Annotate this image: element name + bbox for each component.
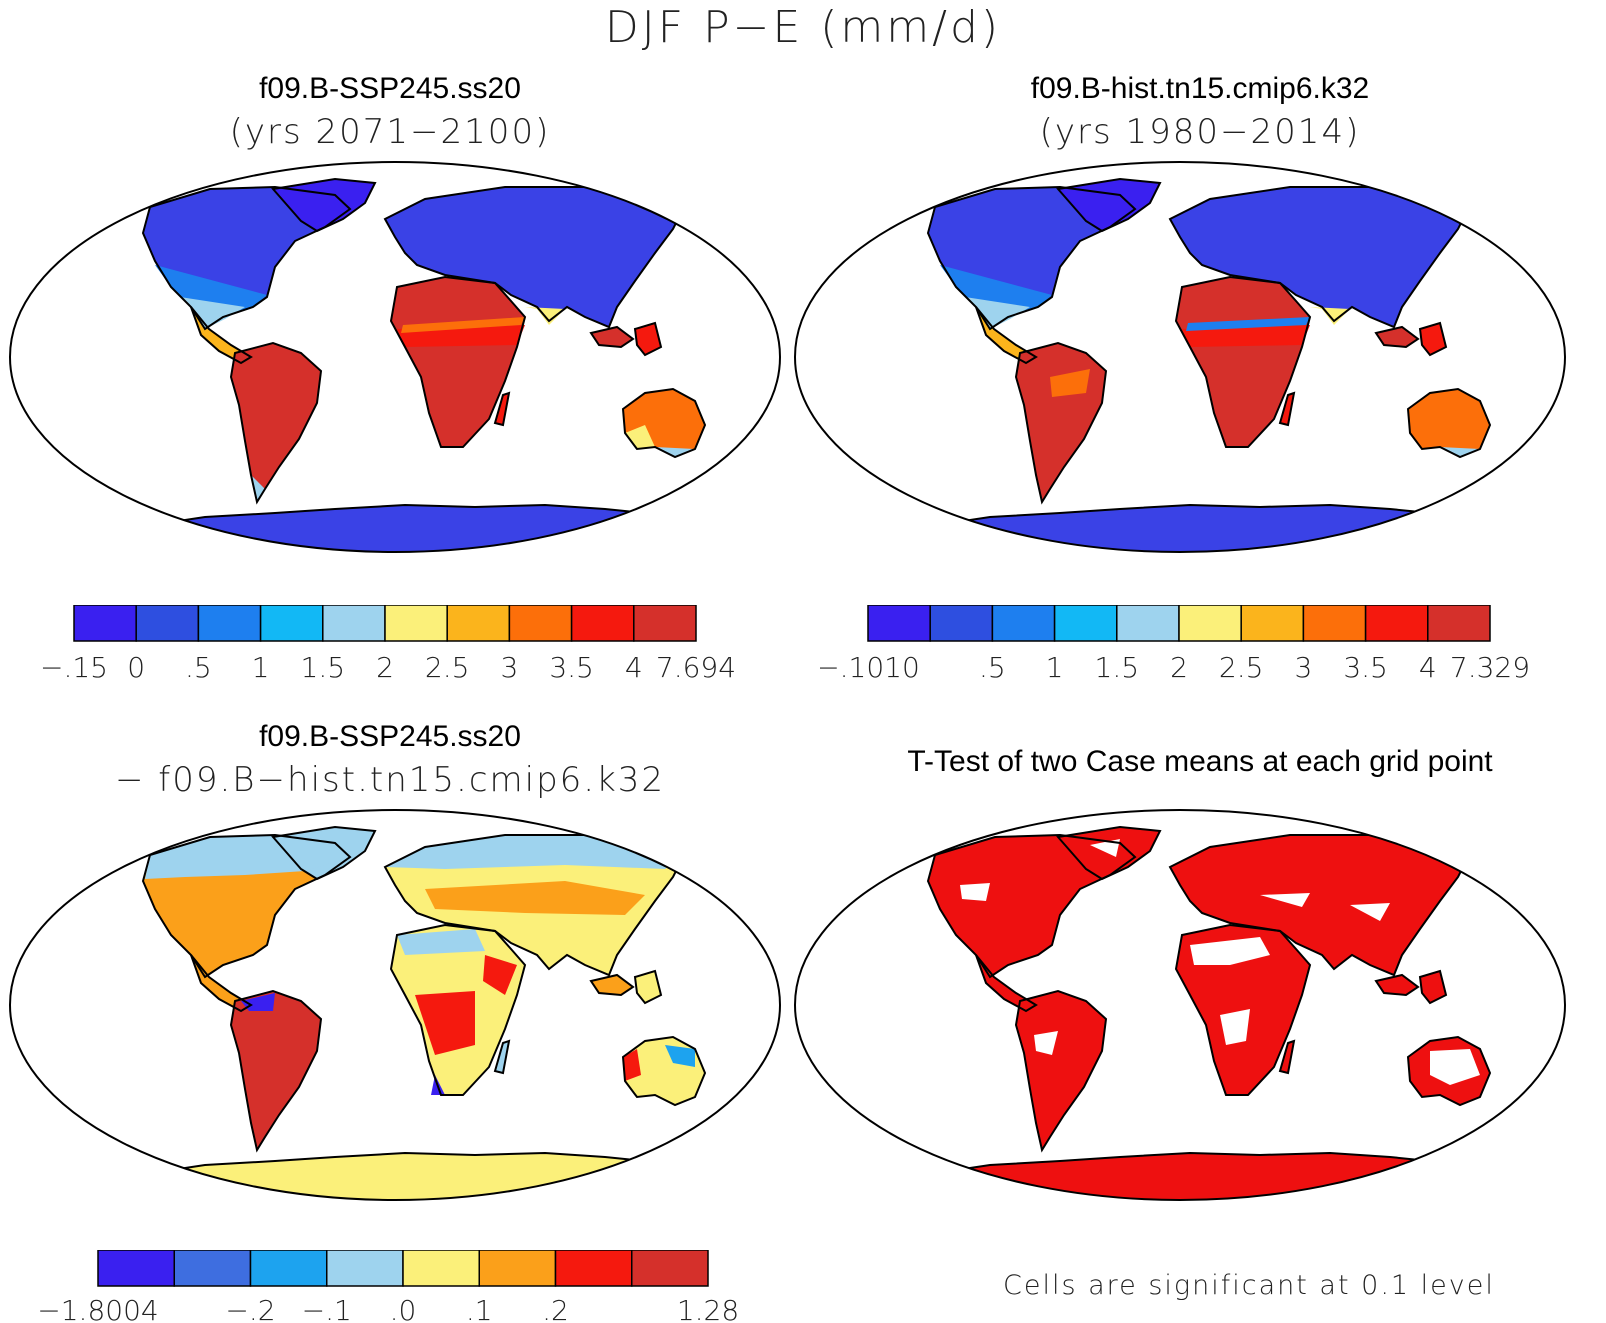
colorbar-tick-label: −.1 <box>302 1294 352 1323</box>
colorbar-swatch <box>322 605 386 642</box>
figure-title: DJF P−E (mm/d) <box>604 2 1002 53</box>
colorbar-tick-label: 3.5 <box>549 651 594 684</box>
panel-3-colorbar: −1.8004 −.2 −.1 .0 .1 .2 1.28 <box>37 1250 739 1323</box>
colorbar-tick-label: .2 <box>542 1294 569 1323</box>
colorbar-swatch <box>173 1250 252 1287</box>
colorbar-tick-label: .1 <box>466 1294 493 1323</box>
colorbar-swatch <box>259 605 324 642</box>
significance-note: Cells are significant at 0.1 level <box>1003 1270 1495 1301</box>
colorbar-swatch <box>97 1250 175 1287</box>
colorbar-swatch <box>197 605 262 642</box>
colorbar-swatch <box>73 605 137 642</box>
colorbar-swatch <box>631 1250 709 1287</box>
colorbar-tick-label: .0 <box>390 1294 417 1323</box>
colorbar-tick-label: 4 <box>1419 651 1437 684</box>
colorbar-swatch <box>929 605 994 642</box>
colorbar-swatch <box>478 1250 557 1287</box>
panel-1-colorbar: −.15 0 .5 1 1.5 2 2.5 3 3.5 4 7.694 <box>40 605 736 684</box>
colorbar-tick-label: .5 <box>185 651 212 684</box>
colorbar-tick-label: 3.5 <box>1343 651 1388 684</box>
colorbar-swatch <box>1302 605 1367 642</box>
colorbar-swatch <box>1240 605 1305 642</box>
colorbar-swatch <box>1053 605 1118 642</box>
colorbar-swatch <box>446 605 511 642</box>
colorbar-tick-label: 2.5 <box>1219 651 1264 684</box>
colorbar-tick-label: −.2 <box>225 1294 275 1323</box>
colorbar-tick-label: −1.8004 <box>37 1294 158 1323</box>
colorbar-swatch <box>554 1250 633 1287</box>
colorbar-tick-label: 2 <box>1170 651 1188 684</box>
panel-1-map <box>9 161 781 553</box>
colorbar-tick-label: 7.329 <box>1450 651 1530 684</box>
colorbar-tick-label: −.15 <box>40 651 108 684</box>
colorbar-tick-label: 3 <box>1294 651 1312 684</box>
panel-2-title: f09.B-hist.tn15.cmip6.k32 <box>1030 72 1370 105</box>
colorbar-swatch <box>1116 605 1180 642</box>
panel-1-title: f09.B-SSP245.ss20 <box>259 72 521 105</box>
colorbar-tick-label: 3 <box>500 651 518 684</box>
colorbar-tick-label: 4 <box>625 651 643 684</box>
colorbar-tick-label: 0 <box>127 651 145 684</box>
panel-4-title: T-Test of two Case means at each grid po… <box>907 745 1493 778</box>
colorbar-swatch <box>135 605 200 642</box>
colorbar-tick-label: .5 <box>979 651 1006 684</box>
colorbar-tick-label: 1 <box>252 651 270 684</box>
panel-4-map <box>794 809 1566 1201</box>
colorbar-tick-label: −.1010 <box>820 651 920 684</box>
colorbar-tick-label: 1.5 <box>1095 651 1140 684</box>
colorbar-swatch <box>633 605 697 642</box>
panel-2-subtitle: (yrs 1980−2014) <box>1039 112 1361 152</box>
colorbar-swatch <box>508 605 573 642</box>
colorbar-tick-label: 2 <box>376 651 394 684</box>
colorbar-swatch <box>384 605 448 642</box>
colorbar-swatch <box>1427 605 1491 642</box>
panel-2-map <box>794 161 1566 553</box>
colorbar-swatch <box>1364 605 1429 642</box>
panel-3-title: f09.B-SSP245.ss20 <box>259 720 521 753</box>
colorbar-tick-label: 1.28 <box>677 1294 739 1323</box>
colorbar-swatch <box>402 1250 480 1287</box>
colorbar-tick-label: 7.694 <box>656 651 736 684</box>
colorbar-swatch <box>991 605 1056 642</box>
colorbar-swatch <box>1178 605 1242 642</box>
colorbar-tick-label: 1 <box>1046 651 1064 684</box>
panel-3-subtitle: − f09.B−hist.tn15.cmip6.k32 <box>114 760 666 800</box>
panel-2-colorbar: −.1010 .5 1 1.5 2 2.5 3 3.5 4 7.329 <box>820 605 1530 684</box>
colorbar-swatch <box>867 605 931 642</box>
colorbar-swatch <box>570 605 635 642</box>
panel-3-map <box>9 809 781 1201</box>
colorbar-swatch <box>249 1250 328 1287</box>
panel-1-subtitle: (yrs 2071−2100) <box>229 112 551 152</box>
colorbar-tick-label: 1.5 <box>301 651 346 684</box>
colorbar-swatch <box>326 1250 404 1287</box>
colorbar-tick-label: 2.5 <box>425 651 470 684</box>
